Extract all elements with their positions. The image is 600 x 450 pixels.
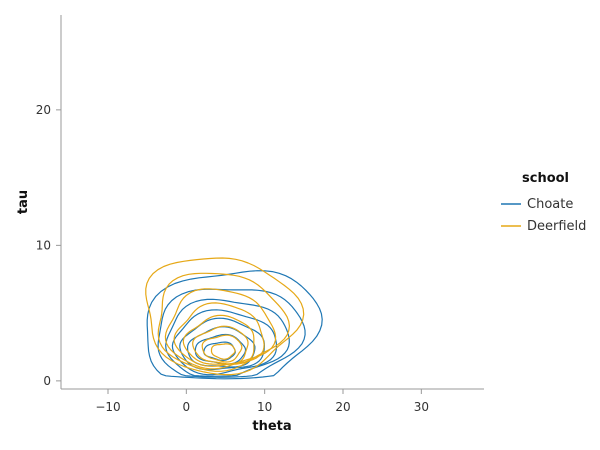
contour-level <box>179 317 265 371</box>
x-tick-label: 10 <box>257 400 272 414</box>
legend-label-deerfield: Deerfield <box>527 219 586 234</box>
contour-level <box>182 314 255 365</box>
contour-level <box>173 302 265 367</box>
legend: school Choate Deerfield <box>501 171 586 234</box>
contour-series-deerfield <box>145 257 305 376</box>
legend-title: school <box>522 171 569 186</box>
x-tick-label: 0 <box>183 400 191 414</box>
contour-level <box>145 257 305 376</box>
x-ticks: −10 0 10 20 30 <box>95 389 429 414</box>
contour-series-choate <box>146 270 323 380</box>
y-axis-title: tau <box>16 190 31 214</box>
contour-level <box>171 309 278 376</box>
x-axis-title: theta <box>252 419 291 434</box>
plot-area <box>145 257 323 380</box>
legend-label-choate: Choate <box>527 197 573 212</box>
y-tick-label: 0 <box>43 374 51 388</box>
legend-entries: Choate Deerfield <box>501 197 586 234</box>
contour-level <box>210 343 236 360</box>
y-tick-label: 20 <box>36 103 51 117</box>
y-tick-label: 10 <box>36 238 51 252</box>
contour-level <box>157 288 306 378</box>
x-tick-label: −10 <box>95 400 120 414</box>
x-tick-label: 20 <box>335 400 350 414</box>
contour-level <box>192 325 249 365</box>
contour-level <box>164 288 277 370</box>
contour-level <box>146 270 323 380</box>
y-ticks: 0 10 20 <box>36 103 61 388</box>
x-tick-label: 30 <box>414 400 429 414</box>
contour-level <box>201 334 243 363</box>
